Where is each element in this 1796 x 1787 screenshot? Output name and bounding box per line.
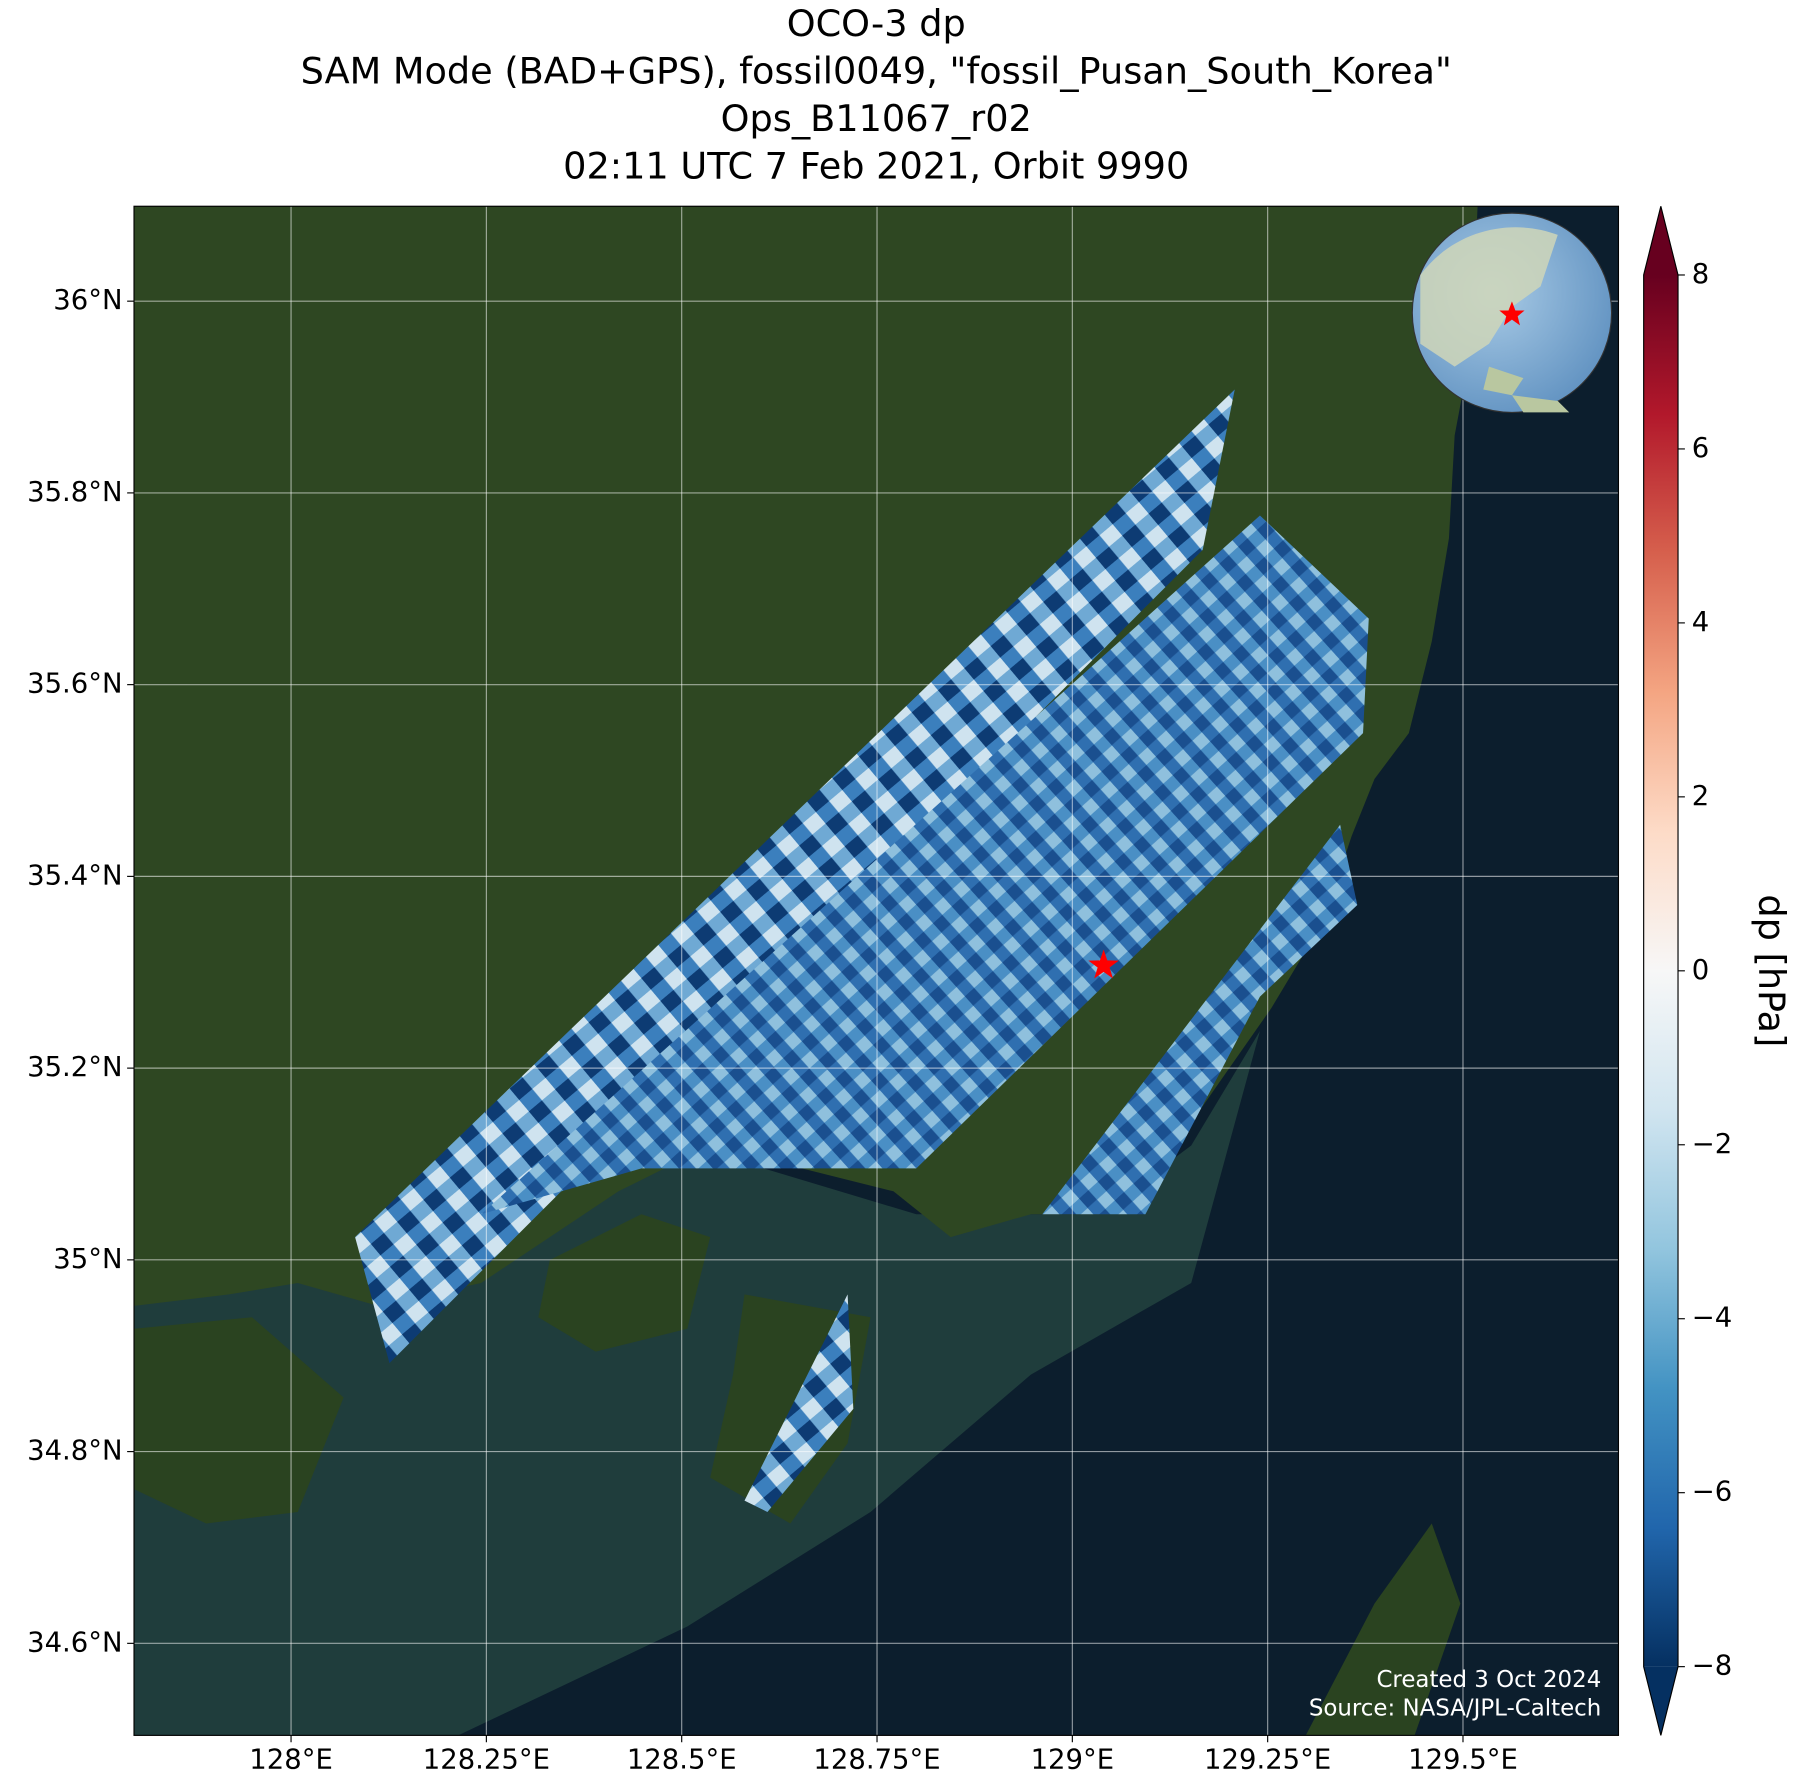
map-frame [133, 205, 1620, 1736]
x-tick-label: 128.5°E [627, 1744, 737, 1776]
y-tick-label: 34.6°N [27, 1626, 122, 1658]
credit-text: Created 3 Oct 2024 [1376, 1667, 1601, 1693]
colorbar-label: dp [hPa] [1750, 894, 1793, 1047]
land [1305, 1523, 1461, 1736]
grid [134, 206, 1619, 1736]
x-tick-label: 128°E [249, 1744, 333, 1776]
y-tick-label: 35°N [53, 1243, 122, 1275]
colorbar-tick-label: −8 [1692, 1650, 1733, 1682]
title-line: OCO-3 dp [787, 2, 966, 45]
markers [1088, 949, 1119, 979]
swath [744, 1294, 854, 1513]
colorbar-tick-label: 0 [1692, 954, 1709, 986]
y-tick-label: 36°N [53, 284, 122, 316]
colorbar: −8 −6 −4 −2 0 2 4 6 8 dp [hPa] [1643, 206, 1793, 1736]
swath [481, 515, 1369, 1215]
colorbar-body [1643, 274, 1679, 1667]
x-tick-label: 128.75°E [813, 1744, 940, 1776]
y-tick-label: 35.4°N [27, 859, 122, 891]
colorbar-extend [1643, 1666, 1679, 1736]
swath [1042, 824, 1358, 1215]
credits: Created 3 Oct 2024 Source: NASA/JPL-Calte… [1309, 1667, 1601, 1722]
shallow-sea [134, 1030, 1260, 1736]
y-tick-label: 35.2°N [27, 1051, 122, 1083]
map [134, 206, 1619, 1736]
colorbar-extend [1643, 206, 1679, 275]
colorbar-tick-label: 2 [1692, 780, 1709, 812]
y-tick-label: 35.8°N [27, 476, 122, 508]
colorbar-tick-label: −4 [1692, 1302, 1733, 1334]
y-tick-label: 34.8°N [27, 1435, 122, 1467]
colorbar-tick-label: −6 [1692, 1476, 1733, 1508]
target-star [1088, 949, 1119, 979]
land [538, 1214, 711, 1352]
x-tick-label: 129.25°E [1204, 1744, 1331, 1776]
colorbar-tick-label: 4 [1692, 606, 1709, 638]
x-tick-label: 129°E [1031, 1744, 1115, 1776]
title-line: SAM Mode (BAD+GPS), fossil0049, "fossil_… [301, 49, 1452, 92]
credit-text: Source: NASA/JPL-Caltech [1309, 1696, 1601, 1722]
x-tick-label: 128.25°E [423, 1744, 550, 1776]
colorbar-tick-label: 6 [1692, 432, 1709, 464]
title-line: Ops_B11067_r02 [721, 97, 1032, 140]
colorbar-tick-label: 8 [1692, 258, 1709, 290]
x-tick-label: 129.5°E [1408, 1744, 1518, 1776]
axes: 128°E 128.25°E 128.5°E 128.75°E 129°E 129.25°… [27, 284, 1518, 1775]
inset-globe [1411, 212, 1613, 414]
y-tick-label: 35.6°N [27, 668, 122, 700]
colorbar-tick-label: −2 [1692, 1128, 1733, 1160]
title-line: 02:11 UTC 7 Feb 2021, Orbit 9990 [563, 144, 1189, 187]
